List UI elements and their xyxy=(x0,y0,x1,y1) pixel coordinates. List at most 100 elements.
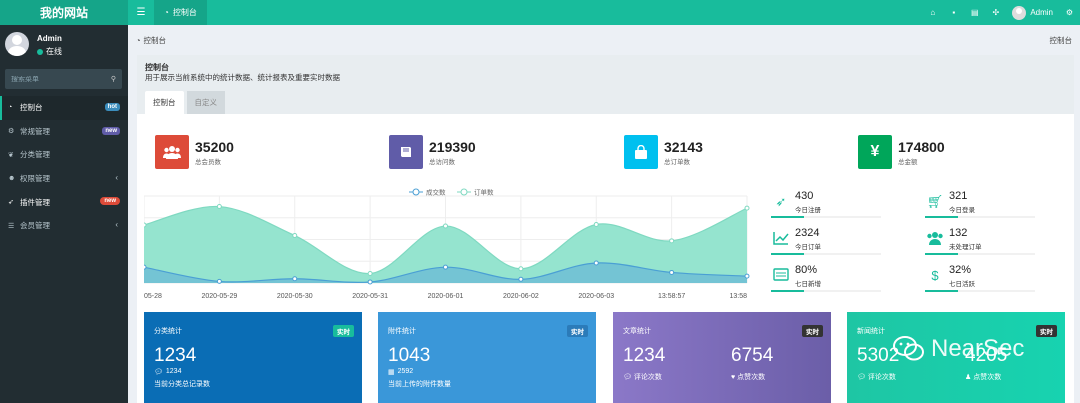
breadcrumb-label: 控制台 xyxy=(143,35,167,45)
mini-stat-value: 2324 xyxy=(795,227,820,239)
progress-bar xyxy=(771,253,881,255)
user-icon: ♟ xyxy=(965,374,972,381)
mini-stat-register: ➶ 430 今日注册 xyxy=(771,189,881,219)
site-logo[interactable]: 我的网站 xyxy=(0,0,128,25)
card-sub-label: 点赞次数 xyxy=(973,374,1002,381)
sidebar-item-auth[interactable]: ☻ 权限管理 ‹ xyxy=(0,167,128,191)
tab-custom[interactable]: 自定义 xyxy=(186,91,225,114)
cogs-icon: ⚙ xyxy=(8,128,15,136)
x-tick-label: 2020-06-02 xyxy=(503,293,539,300)
legend-marker xyxy=(412,188,420,196)
sidebar-item-label: 插件管理 xyxy=(20,197,50,207)
card-title: 新闻统计 xyxy=(857,328,885,335)
users-icon xyxy=(925,231,945,248)
online-dot-icon xyxy=(37,48,43,55)
tab-dashboard[interactable]: ◔ 控制台 xyxy=(154,0,207,25)
tab-dashboard[interactable]: 控制台 xyxy=(145,91,184,114)
progress-bar xyxy=(771,290,881,292)
admin-menu[interactable]: Admin xyxy=(1012,5,1053,20)
search-icon[interactable]: ⚲ xyxy=(110,76,116,83)
home-icon[interactable]: ⌂ xyxy=(930,8,936,17)
sidebar-item-general[interactable]: ⚙ 常规管理 new xyxy=(0,120,128,144)
realtime-badge: 实时 xyxy=(567,325,588,337)
dollar-icon: $ xyxy=(931,268,939,283)
x-tick-label: 2020-05-31 xyxy=(352,293,388,300)
card-sub-value: 2592 xyxy=(397,368,414,375)
card-value: 6754 xyxy=(731,345,774,366)
stat-value: 174800 xyxy=(898,138,945,155)
book-icon xyxy=(389,135,423,169)
progress-bar xyxy=(925,253,1035,255)
avatar xyxy=(5,32,29,56)
menu-icon[interactable]: ☰ xyxy=(136,7,146,18)
sidebar-item-dashboard[interactable]: ◔ 控制台 hot xyxy=(0,96,128,120)
card-value: 5302 xyxy=(857,345,900,366)
card-sub-value: 1234 xyxy=(165,368,182,375)
stat-label: 总访问数 xyxy=(429,158,455,166)
x-tick-label: 2020-05-29 xyxy=(201,293,237,300)
card-note: 当前上传的附件数量 xyxy=(388,381,451,388)
x-tick-label: 13:58:57 xyxy=(658,293,685,300)
card-title: 分类统计 xyxy=(154,328,182,335)
chevron-left-icon: ‹ xyxy=(115,172,118,182)
mini-stat-value: 80% xyxy=(795,264,818,276)
data-point xyxy=(744,273,750,279)
mini-stat-value: 430 xyxy=(795,190,814,202)
mini-stat-label: 七日新增 xyxy=(795,281,821,288)
dashboard-icon: ◔ xyxy=(8,104,13,112)
user-panel: Admin 在线 xyxy=(0,25,128,63)
mini-stat-pending: 132 未处理订单 xyxy=(925,226,1035,256)
card-article-stats: 文章统计 实时 1234 6754 💬︎ 评论次数 ♥ 点赞次数 xyxy=(613,312,831,403)
file-icon: ▦ xyxy=(388,369,395,376)
sidebar-item-label: 会员管理 xyxy=(20,221,50,231)
x-tick-label: 2020-05-30 xyxy=(277,293,313,300)
fullscreen-icon[interactable]: ✣ xyxy=(992,8,1000,17)
top-navbar: 我的网站 ☰ ◔ 控制台 ⌂ ▪ ▤ ✣ Admin ⚙ xyxy=(0,0,1080,25)
sidebar-item-addon[interactable]: ➶ 插件管理 new xyxy=(0,190,128,214)
card-attachment-stats: 附件统计 实时 1043 ▦ 2592 当前上传的附件数量 xyxy=(378,312,596,403)
x-tick-label: 05-28 xyxy=(144,293,162,300)
language-icon[interactable]: ▤ xyxy=(971,8,979,17)
card-sub-label: 评论次数 xyxy=(633,374,662,381)
data-point xyxy=(443,223,448,229)
data-point xyxy=(669,269,675,275)
stat-box-visits: 219390 总访问数 xyxy=(389,132,476,172)
data-point xyxy=(443,264,448,270)
card-value: 1043 xyxy=(388,345,431,366)
cart-icon: 🛒︎ xyxy=(926,194,944,209)
sidebar-item-label: 分类管理 xyxy=(20,150,50,160)
x-tick-label: 2020-06-03 xyxy=(578,293,614,300)
breadcrumb[interactable]: ◔ 控制台 xyxy=(136,35,166,46)
data-point xyxy=(292,233,298,239)
card-title: 附件统计 xyxy=(388,328,416,335)
stat-box-amount: ¥ 174800 总金额 xyxy=(858,132,945,172)
data-point xyxy=(518,266,524,272)
search-input[interactable] xyxy=(11,75,111,83)
sidebar-item-member[interactable]: ☰ 会员管理 ‹ xyxy=(0,214,128,238)
x-tick-label: 2020-06-01 xyxy=(428,293,464,300)
sidebar-item-label: 常规管理 xyxy=(20,126,50,136)
group-icon: ☻ xyxy=(8,175,16,183)
avatar xyxy=(1012,5,1027,20)
data-point xyxy=(367,271,373,277)
stat-value: 32143 xyxy=(664,138,703,155)
card-sub: 💬︎ 1234 xyxy=(154,368,181,376)
card-value: 4205 xyxy=(965,345,1008,366)
comment-icon: 💬︎ xyxy=(857,374,866,381)
card-category-stats: 分类统计 实时 1234 💬︎ 1234 当前分类总记录数 xyxy=(144,312,362,403)
trash-icon[interactable]: ▪ xyxy=(952,8,956,17)
hot-badge: hot xyxy=(104,103,120,111)
gears-icon[interactable]: ⚙ xyxy=(1065,8,1074,17)
mini-stat-label: 七日活跃 xyxy=(949,281,975,288)
mini-stat-weekly-active: $ 32% 七日活跃 xyxy=(925,263,1035,293)
card-sub-label: 评论次数 xyxy=(867,374,896,381)
comment-icon: 💬︎ xyxy=(154,369,163,376)
data-point xyxy=(669,238,675,244)
users-icon xyxy=(155,135,189,169)
sidebar-item-category[interactable]: ❦ 分类管理 xyxy=(0,143,128,167)
page-title: 控制台 xyxy=(145,63,169,72)
card-value: 1234 xyxy=(154,345,197,366)
sidebar-item-label: 权限管理 xyxy=(20,174,50,184)
data-point xyxy=(593,260,599,266)
card-note: 当前分类总记录数 xyxy=(154,381,210,388)
